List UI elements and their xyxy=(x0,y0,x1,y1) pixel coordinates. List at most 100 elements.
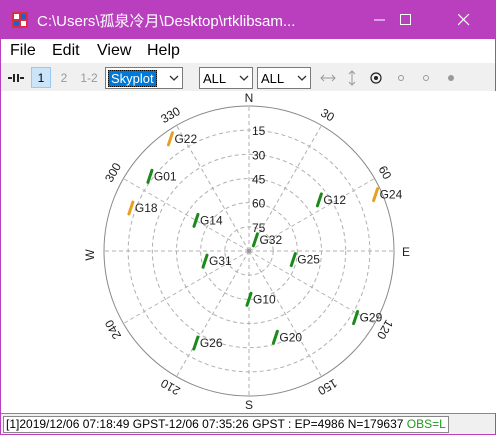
frame2-button[interactable]: 2 xyxy=(60,70,68,85)
satellite-track xyxy=(201,253,209,269)
cardinal-label-e: E xyxy=(402,245,410,259)
horizontal-arrows-icon xyxy=(320,74,336,81)
frame1-button[interactable]: 1 xyxy=(31,67,51,88)
azimuth-label: 240 xyxy=(102,317,124,342)
satellite-g12[interactable]: G12 xyxy=(315,192,346,208)
satellite-track xyxy=(192,212,200,228)
satellite-g10[interactable]: G10 xyxy=(245,291,276,307)
azimuth-spoke xyxy=(123,178,250,252)
maximize-button[interactable] xyxy=(383,1,429,39)
satellite-label: G14 xyxy=(200,213,223,227)
satellite-label: G32 xyxy=(259,233,282,247)
satellite-label: G10 xyxy=(253,292,276,306)
observation-select-value: ALL xyxy=(261,71,285,86)
zenith-dot xyxy=(247,249,251,253)
vertical-arrows-icon xyxy=(348,69,356,86)
menu-bar: File Edit View Help xyxy=(1,39,495,63)
satellite-g32[interactable]: G32 xyxy=(251,232,282,248)
azimuth-label: 30 xyxy=(318,106,337,125)
chevron-down-icon xyxy=(169,75,179,81)
fix-horizontal-button[interactable] xyxy=(441,67,461,88)
maximize-icon xyxy=(400,14,411,25)
satellite-label: G31 xyxy=(209,254,232,268)
menu-view[interactable]: View xyxy=(97,42,132,59)
menu-file[interactable]: File xyxy=(10,42,36,59)
minimize-icon xyxy=(374,19,385,21)
azimuth-spoke xyxy=(176,250,250,377)
plot-type-select[interactable]: Skyplot xyxy=(105,67,183,89)
satellite-label: G26 xyxy=(200,336,223,350)
satellite-track xyxy=(166,131,174,147)
status-bar: [1]2019/12/06 07:18:49 GPST-12/06 07:35:… xyxy=(1,413,495,434)
show-track-button[interactable] xyxy=(391,67,411,88)
azimuth-spoke xyxy=(248,250,375,324)
close-button[interactable] xyxy=(441,1,487,39)
connect-icon xyxy=(8,73,24,82)
toolbar: 1 2 1-2 Skyplot ALL ALL xyxy=(1,63,495,91)
satellite-track xyxy=(372,187,380,203)
satellite-track xyxy=(127,200,135,216)
rtkplot-app-icon xyxy=(12,12,28,28)
satellite-g14[interactable]: G14 xyxy=(192,212,223,228)
chevron-down-icon xyxy=(239,75,249,81)
vertical-fit-button[interactable] xyxy=(341,67,363,88)
satellite-g18[interactable]: G18 xyxy=(127,200,158,216)
horizontal-fit-button[interactable] xyxy=(317,67,339,88)
satellite-track xyxy=(146,168,154,184)
elevation-label: 15 xyxy=(252,124,266,138)
title-bar[interactable]: C:\Users\孤泉冷月\Desktop\rtklibsam... xyxy=(1,1,495,39)
satellite-label: G29 xyxy=(360,311,383,325)
satellite-label: G12 xyxy=(323,193,346,207)
elevation-label: 60 xyxy=(252,197,266,211)
skyplot-grid xyxy=(103,105,395,397)
status-panel: [1]2019/12/06 07:18:49 GPST-12/06 07:35:… xyxy=(3,416,449,433)
skyplot-area[interactable]: N E S W 30 60 120 150 210 240 300 330 15 30 45 60 75 G22… xyxy=(2,91,496,413)
window-title: C:\Users\孤泉冷月\Desktop\rtklibsam... xyxy=(37,13,296,30)
satellite-track xyxy=(192,335,200,351)
connect-button[interactable] xyxy=(5,67,27,88)
chevron-down-icon xyxy=(297,75,307,81)
dot-icon xyxy=(448,74,454,81)
fix-center-button[interactable] xyxy=(416,67,436,88)
satellite-g31[interactable]: G31 xyxy=(201,253,232,269)
plot-type-value: Skyplot xyxy=(108,70,157,87)
cardinal-label-s: S xyxy=(245,398,253,412)
satellite-g25[interactable]: G25 xyxy=(289,252,320,268)
azimuth-spoke xyxy=(248,178,375,252)
satellite-select[interactable]: ALL xyxy=(199,67,253,89)
azimuth-label: 60 xyxy=(376,163,395,182)
satellite-label: G01 xyxy=(154,169,177,183)
satellite-label: G25 xyxy=(297,253,320,267)
azimuth-label: 300 xyxy=(102,160,124,185)
menu-edit[interactable]: Edit xyxy=(52,42,80,59)
observation-select[interactable]: ALL xyxy=(257,67,311,89)
frame12-button[interactable]: 1-2 xyxy=(80,70,98,85)
cardinal-label-w: W xyxy=(83,249,97,261)
satellite-g29[interactable]: G29 xyxy=(352,310,383,326)
azimuth-spoke xyxy=(248,250,322,377)
satellite-track xyxy=(352,310,360,326)
satellite-g26[interactable]: G26 xyxy=(192,335,223,351)
satellite-track xyxy=(251,232,259,248)
target-icon xyxy=(370,71,382,84)
small-circle-icon xyxy=(423,74,429,81)
satellite-layer: G22 G01 G18 G14 G32 G12 G24 G25 G31 G10 G20 G29 G26 xyxy=(127,131,403,351)
satellite-g20[interactable]: G20 xyxy=(271,329,302,345)
status-obs-text: OBS=L xyxy=(406,417,446,431)
menu-help[interactable]: Help xyxy=(147,42,180,59)
satellite-label: G18 xyxy=(135,201,158,215)
minimize-button[interactable] xyxy=(357,1,403,39)
satellite-track xyxy=(289,252,297,268)
satellite-track xyxy=(245,291,253,307)
center-origin-button[interactable] xyxy=(365,67,387,88)
azimuth-label: 330 xyxy=(158,104,183,126)
satellite-g24[interactable]: G24 xyxy=(372,187,403,203)
satellite-g22[interactable]: G22 xyxy=(166,131,197,147)
close-icon xyxy=(458,14,470,26)
elevation-label: 30 xyxy=(252,148,266,162)
satellite-g01[interactable]: G01 xyxy=(146,168,177,184)
azimuth-label: 150 xyxy=(315,376,340,398)
satellite-select-value: ALL xyxy=(203,71,227,86)
